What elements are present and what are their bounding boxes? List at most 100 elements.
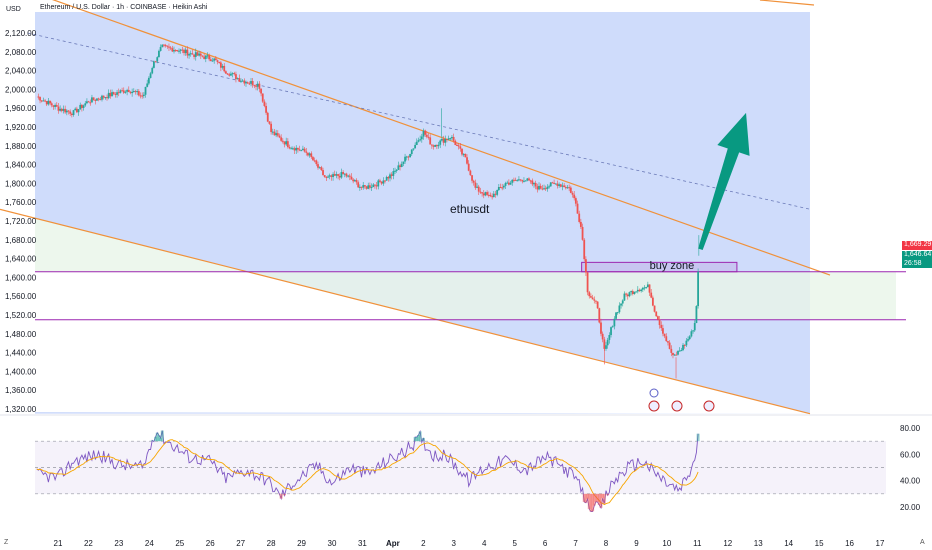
candle-body bbox=[452, 136, 455, 141]
candle-body bbox=[263, 101, 266, 106]
candle-body bbox=[243, 80, 246, 84]
candle-body bbox=[695, 306, 698, 324]
corner-right-label[interactable]: A bbox=[920, 539, 925, 546]
candle-body bbox=[531, 180, 534, 185]
candle-body bbox=[258, 83, 261, 89]
candle-body bbox=[459, 146, 462, 149]
candle-body bbox=[64, 108, 67, 113]
candle-body bbox=[335, 174, 338, 176]
candle-body bbox=[310, 153, 313, 158]
channel-lower-line[interactable] bbox=[0, 208, 811, 415]
candle-body bbox=[275, 133, 278, 136]
us-flag-event-icon[interactable] bbox=[671, 400, 683, 412]
x-axis-label: 11 bbox=[693, 539, 702, 548]
candle-body bbox=[65, 110, 68, 113]
candle-body bbox=[340, 172, 343, 178]
candle-body bbox=[147, 77, 150, 84]
x-axis-label: 9 bbox=[634, 539, 639, 548]
candle-body bbox=[379, 180, 381, 182]
us-flag-event-icon[interactable] bbox=[648, 400, 660, 412]
y-axis-label: 1,840.00 bbox=[5, 161, 37, 170]
candle-body bbox=[571, 192, 574, 195]
channel-upper-line-top[interactable] bbox=[759, 0, 815, 6]
x-axis-label: 28 bbox=[267, 539, 276, 548]
candle-body bbox=[181, 49, 184, 51]
candle-body bbox=[365, 186, 368, 189]
candle-body bbox=[50, 103, 53, 106]
red-price-box: 1,669.29 bbox=[902, 241, 932, 250]
candle-body bbox=[549, 182, 552, 187]
rsi-axis-label: 60.00 bbox=[900, 450, 921, 459]
up-arrow[interactable] bbox=[698, 112, 750, 250]
candle-body bbox=[415, 141, 418, 145]
candle-body bbox=[37, 96, 40, 98]
candle-body bbox=[358, 186, 361, 188]
candle-body bbox=[573, 194, 576, 199]
candle-body bbox=[561, 185, 564, 187]
y-axis-label: 1,920.00 bbox=[5, 123, 37, 132]
candle-body bbox=[261, 93, 264, 102]
candle-body bbox=[499, 187, 502, 189]
candle-body bbox=[77, 109, 80, 113]
candle-body bbox=[482, 193, 485, 196]
candle-body bbox=[420, 136, 423, 140]
candle-body bbox=[343, 173, 346, 175]
corner-left-label[interactable]: Z bbox=[4, 539, 9, 546]
candle-body bbox=[156, 57, 159, 62]
candle-body bbox=[236, 78, 239, 80]
us-flag-event-icon[interactable] bbox=[703, 400, 715, 412]
y-axis-label: 1,880.00 bbox=[5, 142, 37, 151]
candle-body bbox=[673, 354, 676, 356]
candle-body bbox=[144, 86, 147, 95]
candle-body bbox=[546, 186, 549, 189]
x-axis-label: 25 bbox=[175, 539, 184, 548]
candle-body bbox=[668, 342, 671, 349]
candle-body bbox=[89, 102, 92, 104]
candle-body bbox=[392, 171, 395, 176]
candle-body bbox=[300, 150, 303, 152]
candle-body bbox=[439, 140, 442, 145]
candle-body bbox=[377, 180, 380, 187]
y-axis-label: 1,760.00 bbox=[5, 198, 37, 207]
candle-body bbox=[142, 94, 145, 96]
candle-body bbox=[126, 89, 129, 92]
event-flash-icon[interactable] bbox=[649, 388, 659, 398]
candle-body bbox=[196, 52, 199, 56]
candle-body bbox=[469, 170, 472, 176]
y-axis-label: 1,800.00 bbox=[5, 179, 37, 188]
channel-midline[interactable] bbox=[27, 32, 811, 210]
candle-body bbox=[297, 147, 299, 150]
candle-body bbox=[506, 182, 509, 184]
candle-body bbox=[385, 176, 388, 181]
candle-body bbox=[662, 328, 664, 334]
candle-body bbox=[295, 147, 298, 151]
candle-body bbox=[189, 53, 192, 55]
candle-body bbox=[591, 297, 594, 300]
candle-body bbox=[524, 180, 527, 182]
candle-body bbox=[631, 291, 634, 295]
candle-body bbox=[322, 170, 324, 176]
candle-body bbox=[131, 91, 134, 94]
candle-body bbox=[268, 121, 271, 124]
candle-body bbox=[451, 136, 453, 139]
candle-body bbox=[173, 50, 175, 52]
candle-body bbox=[412, 148, 415, 150]
y-axis-label: 1,360.00 bbox=[5, 386, 37, 395]
candle-body bbox=[456, 144, 458, 146]
y-axis-label: 1,640.00 bbox=[5, 255, 37, 264]
channel-upper-line[interactable] bbox=[0, 0, 831, 276]
candle-body bbox=[574, 198, 577, 204]
candle-body bbox=[405, 156, 408, 158]
candle-body bbox=[62, 108, 65, 111]
candle-body bbox=[397, 165, 400, 170]
candle-body bbox=[563, 185, 566, 188]
buy-zone-box[interactable] bbox=[581, 261, 738, 273]
candle-body bbox=[119, 90, 122, 93]
candle-body bbox=[633, 291, 636, 295]
rsi-ma-line[interactable] bbox=[36, 439, 699, 506]
candle-body bbox=[291, 148, 294, 150]
candle-body bbox=[389, 174, 391, 179]
candle-body bbox=[151, 67, 154, 74]
candle-body bbox=[353, 180, 356, 182]
